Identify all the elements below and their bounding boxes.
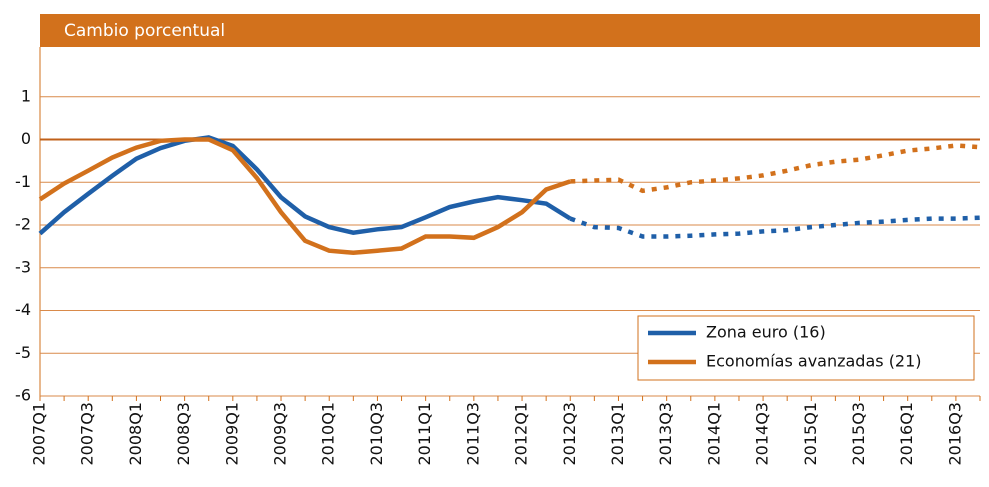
header-band [40,14,980,47]
x-tick-label: 2013Q3 [656,402,675,466]
x-tick-label: 2012Q3 [560,402,579,466]
x-tick-label: 2013Q1 [608,402,627,466]
x-tick-label: 2016Q3 [945,402,964,466]
x-tick-label: 2007Q1 [30,402,49,466]
y-tick-label: -4 [15,300,31,319]
legend-label: Economías avanzadas (21) [706,352,922,371]
x-tick-label: 2011Q1 [415,402,434,466]
y-tick-label: -2 [15,215,31,234]
x-tick-label: 2012Q1 [512,402,531,466]
x-tick-label: 2015Q3 [849,402,868,466]
x-tick-label: 2008Q1 [126,402,145,466]
chart-title: Cambio porcentual [64,21,225,41]
x-tick-label: 2014Q3 [753,402,772,466]
y-tick-label: -3 [15,257,31,276]
x-tick-label: 2008Q3 [174,402,193,466]
x-tick-label: 2016Q1 [897,402,916,466]
x-tick-label: 2009Q1 [222,402,241,466]
x-tick-label: 2010Q1 [319,402,338,466]
y-tick-label: -1 [15,172,31,191]
x-tick-label: 2009Q3 [271,402,290,466]
y-tick-label: 0 [21,129,31,148]
x-tick-label: 2007Q3 [78,402,97,466]
x-tick-label: 2014Q1 [704,402,723,466]
x-tick-label: 2011Q3 [463,402,482,466]
y-tick-label: 1 [21,86,31,105]
legend-label: Zona euro (16) [706,323,826,342]
legend-box [637,315,975,381]
x-tick-label: 2010Q3 [367,402,386,466]
x-tick-label: 2015Q1 [801,402,820,466]
series-line [38,135,572,236]
y-tick-label: -6 [15,386,31,405]
series-line [570,143,981,194]
series-line [38,137,572,256]
y-tick-label: -5 [15,343,31,362]
series-line [569,215,981,239]
